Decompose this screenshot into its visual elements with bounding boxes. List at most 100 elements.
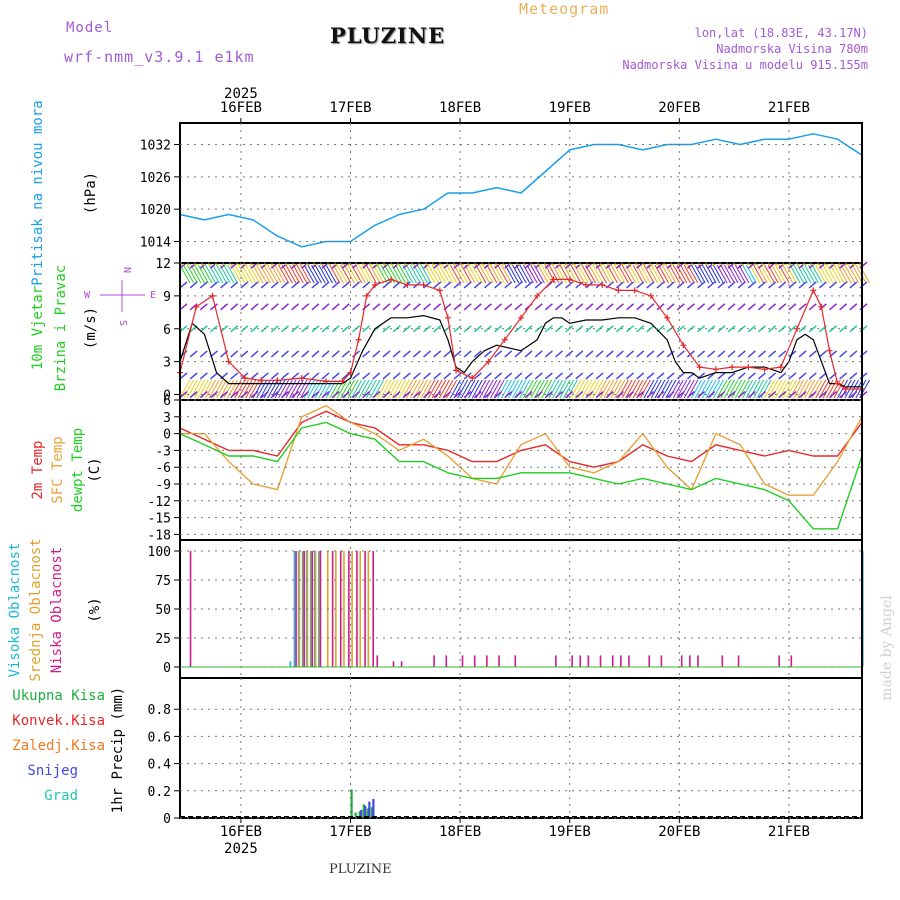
x-tick-label-top: 18FEB (439, 100, 481, 116)
wind-barb (747, 350, 756, 358)
wind-barb (544, 350, 553, 358)
wind-barb (534, 303, 543, 311)
low-cloud-bar (339, 551, 342, 667)
wind-barb (402, 372, 411, 380)
wind-barb (534, 372, 543, 380)
wind-barb (199, 390, 208, 399)
wind-barb (636, 303, 645, 311)
wind-barb (423, 390, 432, 399)
wind-barb (639, 264, 651, 284)
wind-gust-marker (745, 364, 752, 371)
footer-title: PLUZINE (329, 862, 392, 877)
wind-barb (595, 372, 604, 380)
wind-direction-east: E (150, 290, 156, 301)
wind-gust-marker (712, 366, 719, 373)
wind-barb (603, 379, 615, 399)
wind-barb (362, 281, 371, 289)
wind-barb (260, 281, 269, 289)
wind-barb (205, 379, 217, 399)
wind-gust-marker (469, 375, 476, 382)
wind-barb (354, 264, 366, 284)
wind-barb (321, 303, 330, 311)
wind-barb (336, 379, 348, 399)
wind-barb (804, 379, 816, 399)
wind-barb (519, 379, 531, 399)
wind-gust-marker (842, 386, 849, 393)
wind-barb (197, 264, 209, 284)
wind-barb (296, 264, 308, 284)
low-cloud-bar (189, 551, 192, 667)
wind-barb (782, 264, 794, 284)
wind-barb (343, 264, 355, 284)
wind-barb (697, 390, 706, 399)
wind-barb (849, 303, 858, 311)
panel-frame (179, 677, 863, 819)
wind-barb (798, 372, 807, 380)
wind-barb (398, 264, 410, 284)
wind-barb (798, 281, 807, 289)
wind-barb (512, 379, 523, 399)
wind-barb (234, 264, 246, 284)
wind-barb (727, 264, 739, 284)
wind-barb (291, 303, 300, 311)
wind-barb (778, 372, 787, 380)
wind-barb (250, 390, 259, 399)
wind-barb (756, 379, 768, 399)
wind-barb (793, 379, 805, 399)
wind-barb (463, 281, 472, 289)
wind-barb (504, 372, 513, 380)
precip-legend-item: Zaledj.Kisa (12, 738, 105, 754)
wind-barb (352, 350, 361, 358)
wind-barb (607, 264, 618, 284)
wind-barb (433, 281, 442, 289)
low-cloud-bar (778, 655, 780, 667)
wind-barb (788, 281, 797, 289)
wind-barb (497, 379, 509, 399)
wind-barb (483, 281, 492, 289)
wind-barb (376, 264, 388, 284)
wind-barb (376, 379, 388, 399)
wind-gust-marker (241, 375, 248, 382)
wind-barb (811, 264, 823, 284)
x-tick-label-top: 19FEB (549, 100, 591, 116)
wind-barb (240, 281, 249, 289)
wind-barb (438, 379, 450, 399)
wind-barb (666, 303, 675, 311)
wind-barb (585, 350, 594, 358)
wind-barb (504, 264, 516, 284)
model-elevation-label: Nadmorska Visina u modelu 915.155m (622, 58, 868, 72)
wind-barb (362, 379, 374, 399)
y-tick-label: -3 (155, 444, 171, 459)
wind-barb (391, 379, 403, 399)
wind-barb (412, 303, 421, 311)
wind-barb (514, 281, 523, 289)
wind-barb (650, 264, 662, 284)
wind-barb (402, 390, 411, 399)
y-tick-label: 0.6 (148, 730, 171, 745)
wind-barb (412, 390, 421, 399)
wind-barb (747, 303, 756, 311)
wind-barb (636, 281, 645, 289)
wind-barb (433, 390, 442, 399)
wind-gust-marker (834, 380, 841, 387)
wind-barb (358, 379, 370, 399)
wind-barb (646, 372, 655, 380)
wind-barb (473, 325, 482, 333)
wind-barb (220, 303, 229, 311)
wind-gust-marker (582, 281, 589, 288)
wind-gust-marker (680, 342, 687, 349)
wind-barb (855, 264, 867, 284)
wind-barb (514, 372, 523, 380)
wind-barb (632, 264, 644, 284)
wind-gust-marker (729, 364, 736, 371)
wind-barb (788, 350, 797, 358)
wind-barb (341, 303, 350, 311)
wind-barb (311, 325, 320, 333)
wind-barb (537, 264, 549, 284)
precip-bar (350, 789, 353, 818)
wind-barb (658, 264, 670, 284)
wind-barb (463, 350, 472, 358)
wind-barb (212, 379, 224, 399)
watermark: made by Angel (879, 595, 895, 701)
wind-barb (697, 350, 706, 358)
